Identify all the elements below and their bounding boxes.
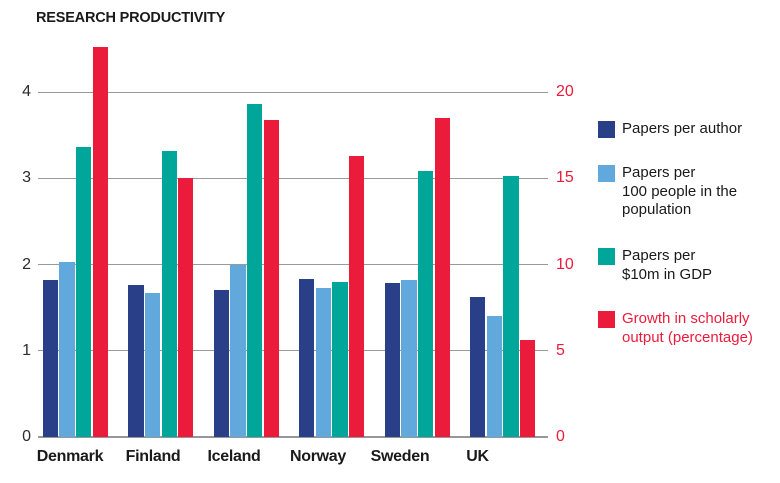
left-axis-tick-4: 4	[22, 83, 31, 100]
legend-item-papers-per-100-people: Papers per 100 people in the population	[598, 164, 780, 220]
legend-swatch-papers-per-100-people	[598, 165, 615, 182]
bar-norway-series2	[332, 281, 348, 438]
left-axis-tick-2: 2	[22, 255, 31, 273]
bar-sweden-series1	[401, 280, 417, 437]
bar-iceland-series2	[246, 104, 263, 437]
bar-denmark-series0	[42, 280, 59, 437]
category-label-sweden: Sweden	[370, 448, 430, 465]
right-axis-tick-15: 15	[556, 169, 574, 187]
right-axis-tick-20: 20	[556, 83, 574, 100]
legend-item-papers-per-author: Papers per author	[598, 120, 780, 139]
bar-finland-series1	[144, 293, 161, 437]
right-axis-tick-0: 0	[556, 428, 565, 445]
bar-denmark-series2	[76, 147, 92, 437]
bar-finland-series0	[128, 285, 144, 437]
category-label-uk: UK	[466, 448, 489, 465]
bar-denmark-series1	[59, 261, 75, 437]
gridline-0	[38, 436, 548, 438]
bar-uk-series1	[486, 316, 502, 437]
legend-label-papers-per-author: Papers per author	[622, 120, 743, 137]
legend-swatch-papers-per-author	[598, 121, 615, 138]
legend-label-papers-per-gdp: Papers per $10m in GDP	[622, 247, 713, 283]
category-label-iceland: Iceland	[207, 448, 261, 465]
bar-sweden-series3	[434, 117, 450, 437]
bar-iceland-series1	[230, 264, 246, 437]
bar-norway-series0	[299, 279, 315, 437]
bar-sweden-series2	[417, 170, 434, 437]
legend-item-papers-per-gdp: Papers per $10m in GDP	[598, 247, 780, 284]
bar-norway-series3	[349, 155, 365, 437]
chart-title: RESEARCH PRODUCTIVITY	[36, 10, 226, 26]
gridline-3	[38, 177, 548, 179]
left-axis-tick-0: 0	[22, 428, 31, 445]
category-label-denmark: Denmark	[36, 448, 104, 465]
bar-uk-series2	[503, 175, 519, 437]
right-axis-tick-5: 5	[556, 341, 565, 359]
right-axis-tick-10: 10	[556, 255, 574, 273]
left-axis-tick-1: 1	[22, 341, 31, 359]
left-axis-tick-3: 3	[22, 169, 31, 187]
legend-item-growth-scholarly-output: Growth in scholarly output (percentage)	[598, 310, 780, 347]
bar-finland-series3	[178, 178, 194, 438]
legend-label-papers-per-100-people: Papers per 100 people in the population	[622, 164, 738, 218]
bar-uk-series0	[470, 297, 486, 437]
bar-sweden-series0	[384, 282, 400, 437]
legend-swatch-growth-scholarly-output	[598, 311, 615, 328]
legend-label-growth-scholarly-output: Growth in scholarly output (percentage)	[622, 310, 753, 346]
bar-denmark-series3	[92, 47, 109, 437]
gridline-4	[38, 91, 548, 93]
bar-iceland-series0	[213, 290, 229, 437]
bar-finland-series2	[161, 150, 177, 437]
bar-uk-series3	[519, 340, 536, 437]
category-label-norway: Norway	[290, 448, 346, 465]
legend-swatch-papers-per-gdp	[598, 248, 615, 265]
bar-iceland-series3	[263, 119, 279, 437]
gridline-1	[38, 350, 548, 352]
category-label-finland: Finland	[125, 448, 181, 465]
bar-norway-series1	[315, 287, 332, 437]
gridline-2	[38, 264, 548, 265]
